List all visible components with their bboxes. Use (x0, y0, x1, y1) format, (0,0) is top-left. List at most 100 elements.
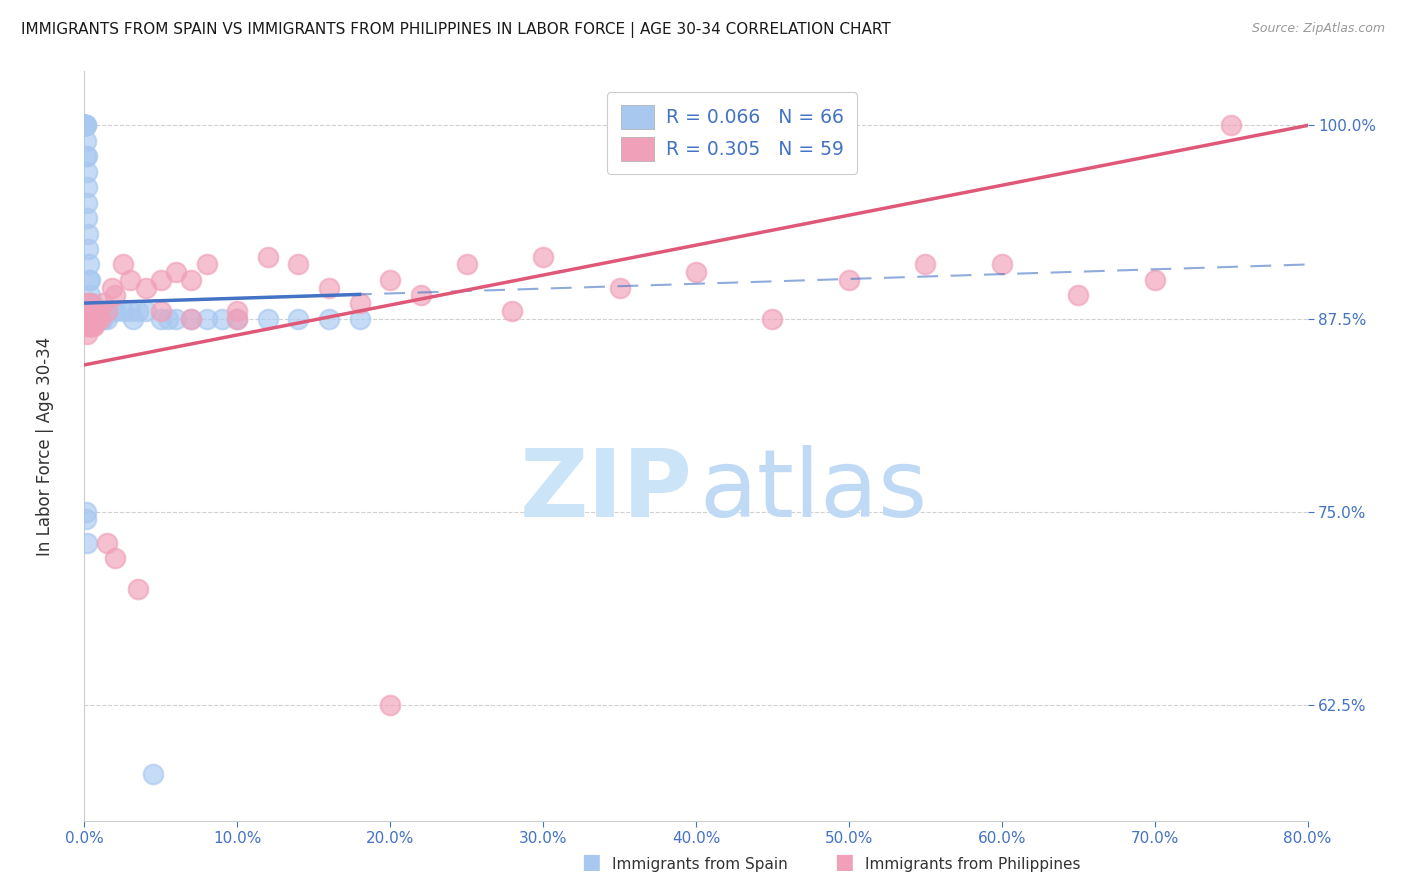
Point (77, 257, 100, 271)
Point (120, 273, 142, 287)
Point (349, 311, 371, 326)
Point (83, 319, 105, 334)
Point (195, 257, 218, 271)
Point (165, 311, 187, 326)
Point (101, 280, 124, 294)
Point (991, 257, 1014, 271)
Point (180, 311, 202, 326)
Point (226, 311, 249, 326)
Text: atlas: atlas (700, 445, 928, 537)
Text: ■: ■ (581, 853, 600, 872)
Point (86, 311, 108, 326)
Point (86, 311, 108, 326)
Point (76, 296, 98, 310)
Point (318, 311, 340, 326)
Point (75, 119, 97, 133)
Point (318, 280, 340, 294)
Point (76, 180, 98, 194)
Point (75, 119, 97, 133)
Point (257, 311, 280, 326)
Point (122, 311, 145, 326)
Point (609, 280, 631, 294)
Point (96, 535, 118, 549)
Point (211, 311, 233, 326)
Point (89, 311, 111, 326)
Point (149, 311, 172, 326)
Point (91, 296, 114, 310)
Point (349, 296, 371, 310)
Point (226, 303, 249, 318)
Point (149, 273, 172, 287)
Point (73, 119, 96, 133)
Point (73, 119, 96, 133)
Point (1143, 273, 1166, 287)
Point (73, 119, 96, 133)
Point (76, 311, 98, 326)
Point (75, 505, 97, 519)
Point (91, 303, 114, 318)
Point (89, 311, 111, 326)
Point (287, 257, 309, 271)
Point (180, 273, 202, 287)
Point (157, 311, 180, 326)
Point (77, 273, 100, 287)
Point (84, 303, 107, 318)
Text: In Labor Force | Age 30-34: In Labor Force | Age 30-34 (37, 336, 53, 556)
Point (135, 303, 157, 318)
Point (73, 119, 96, 133)
Text: ■: ■ (834, 853, 853, 872)
Point (75, 149, 97, 163)
Point (409, 288, 432, 302)
Point (76, 195, 98, 210)
Point (76, 165, 98, 179)
Point (75, 512, 97, 526)
Point (96, 311, 118, 326)
Point (77, 311, 100, 326)
Point (77, 303, 100, 318)
Point (83, 303, 105, 318)
Point (75, 119, 97, 133)
Point (75, 119, 97, 133)
Point (83, 303, 105, 318)
Point (79, 296, 101, 310)
Text: ZIP: ZIP (519, 445, 692, 537)
Legend: R = 0.066   N = 66, R = 0.305   N = 59: R = 0.066 N = 66, R = 0.305 N = 59 (607, 92, 856, 174)
Text: Immigrants from Philippines: Immigrants from Philippines (865, 857, 1080, 872)
Point (104, 288, 127, 302)
Point (75, 311, 97, 326)
Point (127, 582, 149, 596)
Point (1220, 119, 1243, 133)
Point (79, 319, 101, 334)
Text: Source: ZipAtlas.com: Source: ZipAtlas.com (1251, 22, 1385, 36)
Point (75, 134, 97, 148)
Point (101, 303, 124, 318)
Point (75, 311, 97, 326)
Point (531, 250, 554, 264)
Point (80, 319, 103, 334)
Point (79, 303, 101, 318)
Point (79, 303, 101, 318)
Point (380, 698, 402, 712)
Point (84, 311, 107, 326)
Point (149, 303, 172, 318)
Point (761, 311, 783, 326)
Point (75, 303, 97, 318)
Text: Immigrants from Spain: Immigrants from Spain (612, 857, 787, 872)
Point (79, 273, 101, 287)
Point (127, 303, 149, 318)
Point (914, 257, 936, 271)
Point (77, 311, 100, 326)
Point (111, 303, 134, 318)
Point (838, 273, 860, 287)
Text: IMMIGRANTS FROM SPAIN VS IMMIGRANTS FROM PHILIPPINES IN LABOR FORCE | AGE 30-34 : IMMIGRANTS FROM SPAIN VS IMMIGRANTS FROM… (21, 22, 891, 38)
Point (79, 288, 101, 302)
Point (685, 265, 707, 279)
Point (87, 311, 110, 326)
Point (76, 211, 98, 226)
Point (120, 303, 142, 318)
Point (84, 311, 107, 326)
Point (79, 319, 101, 334)
Point (104, 303, 127, 318)
Point (79, 296, 101, 310)
Point (80, 319, 103, 334)
